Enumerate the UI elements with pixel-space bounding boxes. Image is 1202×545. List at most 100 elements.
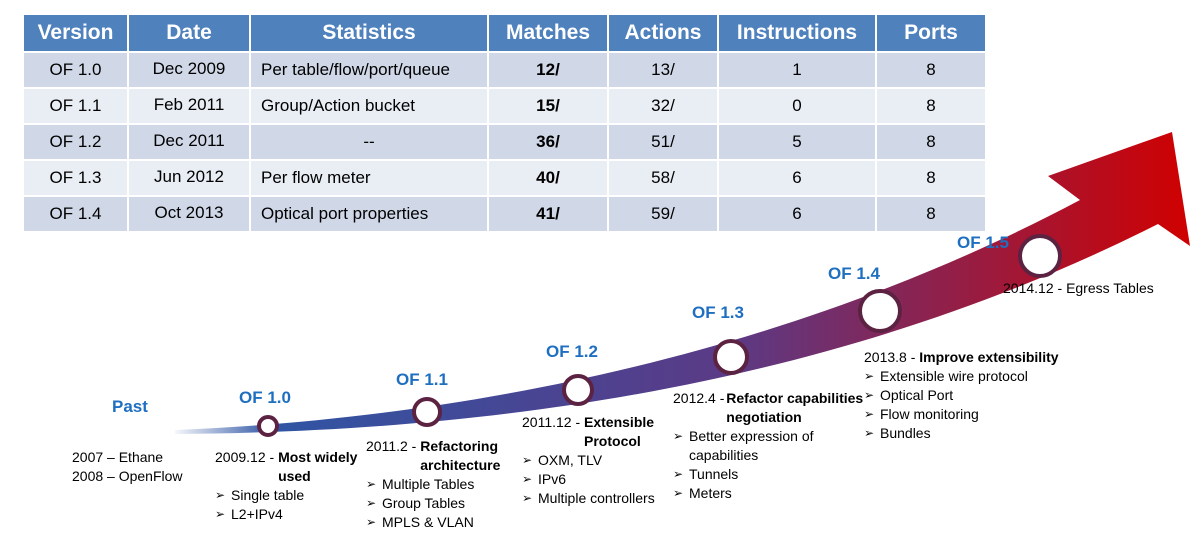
milestone-details-of15: 2014.12 - Egress Tables	[1003, 279, 1154, 298]
milestone-circle-of11	[412, 397, 442, 427]
cell-matches: 12/	[488, 51, 609, 88]
header-statistics: Statistics	[250, 15, 489, 52]
milestone-date: 2012.4 -	[673, 390, 729, 406]
feature-item: Single table	[215, 486, 378, 505]
milestone-version-of15: OF 1.5	[957, 233, 1009, 252]
openflow-versions-table: Version Date Statistics Matches Actions …	[24, 15, 987, 231]
cell-version: OF 1.4	[24, 195, 129, 231]
milestone-details-of11: 2011.2 - Refactoring architecture Multip…	[366, 437, 520, 532]
feature-item: Meters	[673, 484, 886, 503]
cell-version: OF 1.0	[24, 51, 129, 88]
milestone-date: 2013.8 -	[864, 349, 920, 365]
cell-instructions: 6	[718, 195, 877, 231]
header-version: Version	[24, 15, 129, 52]
feature-item: Multiple controllers	[522, 489, 664, 508]
past-line: 2007 – Ethane	[72, 449, 164, 465]
feature-item: Extensible wire protocol	[864, 367, 1059, 386]
table-row: OF 1.0 Dec 2009 Per table/flow/port/queu…	[24, 51, 987, 88]
feature-item: Flow monitoring	[864, 405, 1059, 424]
cell-ports: 8	[876, 195, 987, 231]
milestone-title: Most widely used	[278, 449, 358, 484]
cell-instructions: 1	[718, 51, 877, 88]
milestone-date: 2011.2 -	[366, 438, 421, 454]
milestone-title: Refactoring architecture	[420, 438, 501, 473]
cell-ports: 8	[876, 87, 987, 124]
milestone-circle-of15	[1018, 234, 1062, 278]
cell-ports: 8	[876, 159, 987, 196]
milestone-version-of12: OF 1.2	[546, 342, 598, 361]
milestone-details-of13: 2012.4 - Refactor capabilities negotiati…	[673, 389, 886, 503]
feature-item: Optical Port	[864, 386, 1059, 405]
table-row: OF 1.4 Oct 2013 Optical port properties …	[24, 195, 987, 231]
cell-statistics: Per flow meter	[250, 159, 489, 196]
cell-statistics: --	[250, 123, 489, 160]
past-label: Past	[112, 397, 148, 416]
cell-matches: 40/	[488, 159, 609, 196]
cell-statistics: Per table/flow/port/queue	[250, 51, 489, 88]
header-ports: Ports	[876, 15, 987, 52]
cell-ports: 8	[876, 51, 987, 88]
milestone-date: 2014.12 -	[1003, 280, 1067, 296]
cell-matches: 36/	[488, 123, 609, 160]
header-date: Date	[128, 15, 251, 52]
feature-item: Bundles	[864, 424, 1059, 443]
cell-statistics: Group/Action bucket	[250, 87, 489, 124]
feature-item: MPLS & VLAN	[366, 513, 520, 532]
cell-date: Jun 2012	[128, 159, 251, 196]
cell-instructions: 5	[718, 123, 877, 160]
table-row: OF 1.2 Dec 2011 -- 36/ 51/ 5 8	[24, 123, 987, 160]
milestone-version-of14: OF 1.4	[828, 264, 880, 283]
cell-version: OF 1.2	[24, 123, 129, 160]
feature-item: OXM, TLV	[522, 451, 664, 470]
milestone-details-of10: 2009.12 - Most widely used Single table …	[215, 448, 378, 524]
milestone-circle-of12	[562, 374, 594, 406]
header-instructions: Instructions	[718, 15, 877, 52]
milestone-title: Egress Tables	[1066, 280, 1154, 296]
milestone-circle-of14	[858, 289, 902, 333]
cell-instructions: 6	[718, 159, 877, 196]
milestone-details-of12: 2011.12 - Extensible Protocol OXM, TLV I…	[522, 413, 664, 508]
header-actions: Actions	[608, 15, 719, 52]
milestone-title: Extensible Protocol	[584, 414, 655, 449]
feature-item: Multiple Tables	[366, 475, 520, 494]
cell-date: Dec 2009	[128, 51, 251, 88]
cell-version: OF 1.3	[24, 159, 129, 196]
milestone-circle-of10	[257, 415, 279, 437]
milestone-version-of11: OF 1.1	[396, 370, 448, 389]
cell-actions: 59/	[608, 195, 719, 231]
header-matches: Matches	[488, 15, 609, 52]
cell-actions: 32/	[608, 87, 719, 124]
milestone-title: Refactor capabilities negotiation	[726, 390, 864, 425]
timeline-arrow	[175, 132, 1190, 434]
past-line: 2008 – OpenFlow	[72, 468, 183, 484]
table-row: OF 1.1 Feb 2011 Group/Action bucket 15/ …	[24, 87, 987, 124]
cell-date: Feb 2011	[128, 87, 251, 124]
cell-instructions: 0	[718, 87, 877, 124]
milestone-circle-of13	[713, 339, 749, 375]
milestone-date: 2009.12 -	[215, 449, 279, 465]
cell-matches: 41/	[488, 195, 609, 231]
cell-ports: 8	[876, 123, 987, 160]
milestone-title: Improve extensibility	[919, 349, 1059, 365]
cell-actions: 51/	[608, 123, 719, 160]
cell-actions: 13/	[608, 51, 719, 88]
feature-item: L2+IPv4	[215, 505, 378, 524]
table-row: OF 1.3 Jun 2012 Per flow meter 40/ 58/ 6…	[24, 159, 987, 196]
cell-date: Oct 2013	[128, 195, 251, 231]
cell-actions: 58/	[608, 159, 719, 196]
cell-matches: 15/	[488, 87, 609, 124]
feature-item: Tunnels	[673, 465, 886, 484]
milestone-version-of10: OF 1.0	[239, 388, 291, 407]
cell-date: Dec 2011	[128, 123, 251, 160]
feature-item: IPv6	[522, 470, 664, 489]
milestone-date: 2011.12 -	[522, 414, 585, 430]
milestone-details-of14: 2013.8 - Improve extensibility Extensibl…	[864, 348, 1059, 443]
feature-item: Better expression of capabilities	[673, 427, 829, 465]
cell-version: OF 1.1	[24, 87, 129, 124]
past-details: 2007 – Ethane 2008 – OpenFlow	[72, 448, 183, 486]
cell-statistics: Optical port properties	[250, 195, 489, 231]
feature-item: Group Tables	[366, 494, 520, 513]
milestone-version-of13: OF 1.3	[692, 303, 744, 322]
table-header-row: Version Date Statistics Matches Actions …	[24, 15, 987, 52]
